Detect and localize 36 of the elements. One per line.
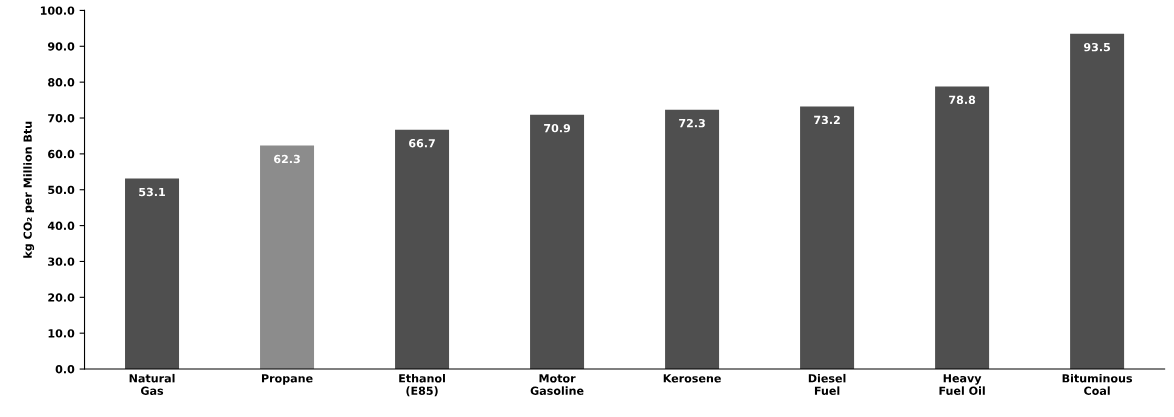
x-tick-label: Heavy Fuel Oil <box>939 374 985 395</box>
x-tick-label: Kerosene <box>663 374 721 383</box>
y-tick-label: 90.0 <box>47 42 75 51</box>
y-tick-label: 50.0 <box>48 185 75 195</box>
x-tick-label: Motor Gasoline <box>530 374 584 395</box>
y-tick-label: 30.0 <box>48 257 75 266</box>
y-axis-title: kg CO₂ per Million Btu <box>23 121 35 258</box>
bar <box>125 178 180 370</box>
x-tick-label: Diesel Fuel <box>808 373 846 395</box>
data-label: 62.3 <box>274 154 300 164</box>
y-tick-label: 80.0 <box>48 78 75 87</box>
data-label: 93.5 <box>1083 42 1111 52</box>
bar <box>665 109 720 370</box>
data-label: 78.8 <box>949 95 976 105</box>
x-tick-label: Bituminous Coal <box>1062 373 1133 395</box>
bar <box>935 86 990 370</box>
data-label: 53.1 <box>139 187 165 197</box>
y-tick-label: 40.0 <box>47 221 75 230</box>
bar <box>260 145 315 370</box>
x-tick-label: Propane <box>261 374 313 385</box>
y-tick-label: 70.0 <box>48 113 75 123</box>
data-label: 72.3 <box>679 118 705 128</box>
bar <box>395 129 450 370</box>
y-tick-label: 100.0 <box>40 6 75 15</box>
x-tick-label: Natural Gas <box>129 373 175 395</box>
bar <box>1070 33 1125 370</box>
x-tick-label: Ethanol (E85) <box>399 373 445 397</box>
y-tick-label: 20.0 <box>48 293 75 302</box>
y-tick-label: 10.0 <box>48 329 75 338</box>
data-label: 66.7 <box>409 139 435 148</box>
y-tick-label: 60.0 <box>48 149 75 159</box>
y-tick-label: 0.0 <box>55 365 75 374</box>
bar <box>800 106 855 370</box>
data-label: 73.2 <box>814 115 840 125</box>
data-label: 70.9 <box>544 123 571 133</box>
bar <box>530 114 585 370</box>
